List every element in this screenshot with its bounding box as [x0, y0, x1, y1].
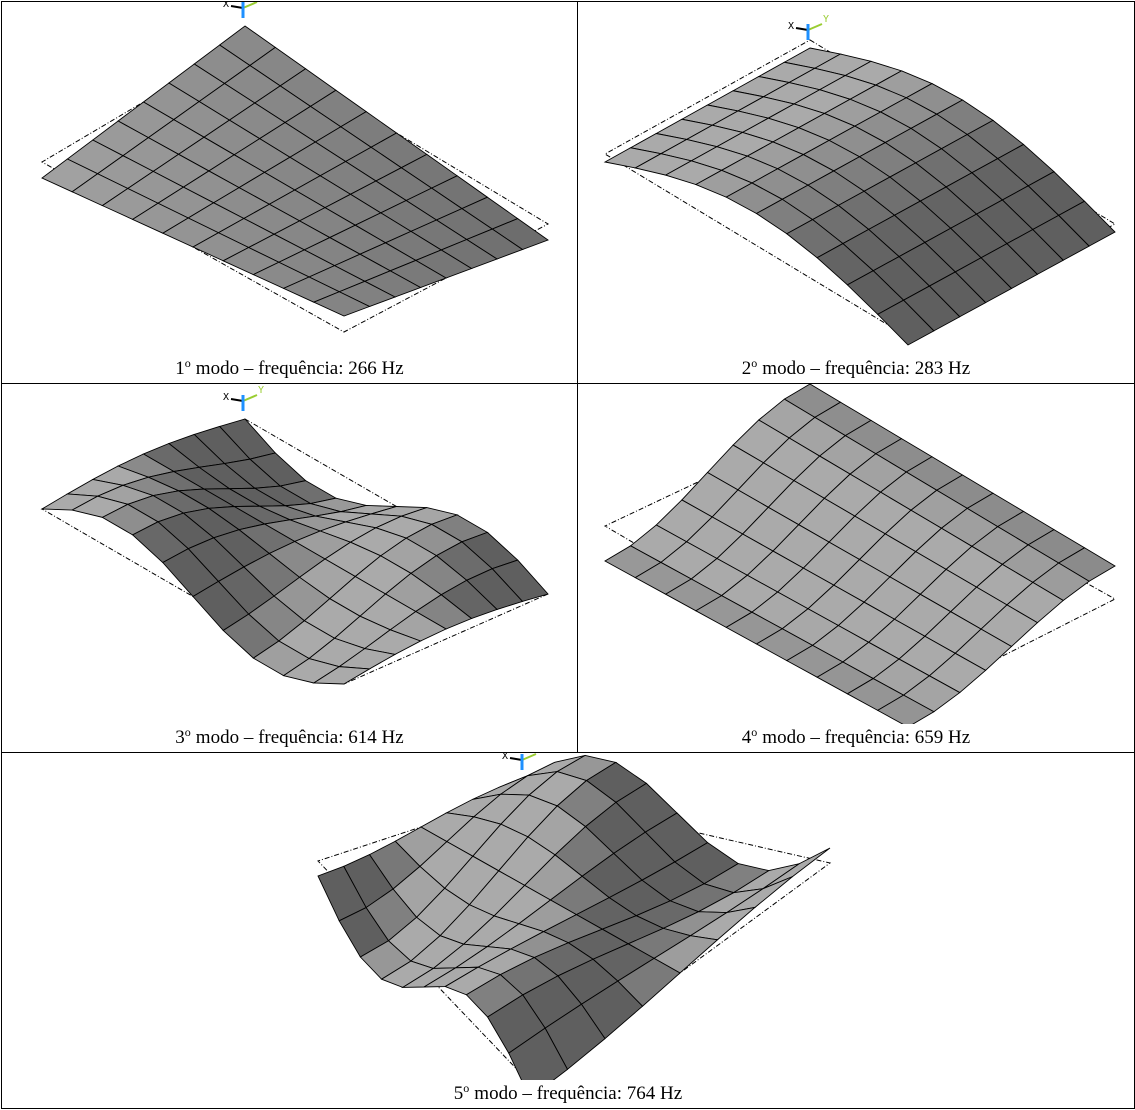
- deformed-mesh: [42, 419, 548, 684]
- panel: XY5omodo – frequência: 764 Hz: [1, 752, 1135, 1109]
- caption: 4o modo – frequência: 659 Hz: [578, 725, 1134, 749]
- deformed-mesh: [605, 384, 1115, 724]
- mode-shape-plot: XY: [2, 2, 577, 355]
- caption-superscript: o: [751, 356, 757, 370]
- panel: XY 4o modo – frequência: 659 Hz: [577, 383, 1135, 753]
- caption-superscript: o: [185, 356, 191, 370]
- caption-text: modo – frequência: 764 Hz: [474, 1083, 682, 1104]
- caption-superscript: o: [463, 1081, 469, 1095]
- caption-superscript: o: [751, 725, 757, 739]
- axis-y: [243, 395, 257, 401]
- caption-text: modo – frequência: 283 Hz: [762, 358, 970, 379]
- caption: 3o modo – frequência: 614 Hz: [2, 725, 577, 749]
- axis-x-label: X: [502, 753, 508, 762]
- axis-y-label: Y: [258, 385, 264, 396]
- axis-y-label: Y: [537, 753, 543, 755]
- axis-y-label: Y: [258, 2, 264, 3]
- mode-shape-plot: XY: [578, 384, 1134, 724]
- caption: 5o modo – frequência: 764 Hz: [2, 1081, 1134, 1105]
- caption-ordinal: 4: [742, 727, 752, 748]
- caption-superscript: o: [185, 725, 191, 739]
- mode-shape-plot: XY: [578, 2, 1134, 355]
- deformed-mesh: [605, 48, 1115, 345]
- axis-y: [243, 2, 257, 8]
- caption-ordinal: 2: [742, 358, 752, 379]
- axis-y: [522, 754, 536, 760]
- caption: 1o modo – frequência: 266 Hz: [2, 356, 577, 380]
- axis-x-label: X: [223, 392, 229, 403]
- axis-y: [808, 24, 822, 30]
- panel: XY1omodo – frequência: 266 Hz: [1, 1, 578, 384]
- axis-x-label: X: [788, 21, 794, 32]
- axis-x: [510, 758, 522, 760]
- axis-x: [231, 399, 243, 401]
- axis-y-label: Y: [823, 14, 829, 25]
- axis-x: [231, 6, 243, 8]
- caption-text: modo – frequência: 659 Hz: [762, 727, 970, 748]
- axis-x-label: X: [223, 2, 229, 10]
- caption: 2o modo – frequência: 283 Hz: [578, 356, 1134, 380]
- deformed-mesh: [318, 755, 830, 1080]
- mode-shape-plot: XY: [2, 384, 577, 724]
- mesh-element: [763, 848, 830, 889]
- axis-x: [796, 28, 808, 30]
- caption-text: modo – frequência: 614 Hz: [196, 727, 404, 748]
- mode-shape-plot: XY: [2, 753, 1134, 1080]
- caption-ordinal: 3: [175, 727, 185, 748]
- page: XY1omodo – frequência: 266 Hz XY2omodo –…: [0, 0, 1135, 1110]
- caption-ordinal: 5: [454, 1083, 464, 1104]
- caption-ordinal: 1: [175, 358, 185, 379]
- deformed-mesh: [42, 26, 548, 316]
- caption-text: modo – frequência: 266 Hz: [196, 358, 404, 379]
